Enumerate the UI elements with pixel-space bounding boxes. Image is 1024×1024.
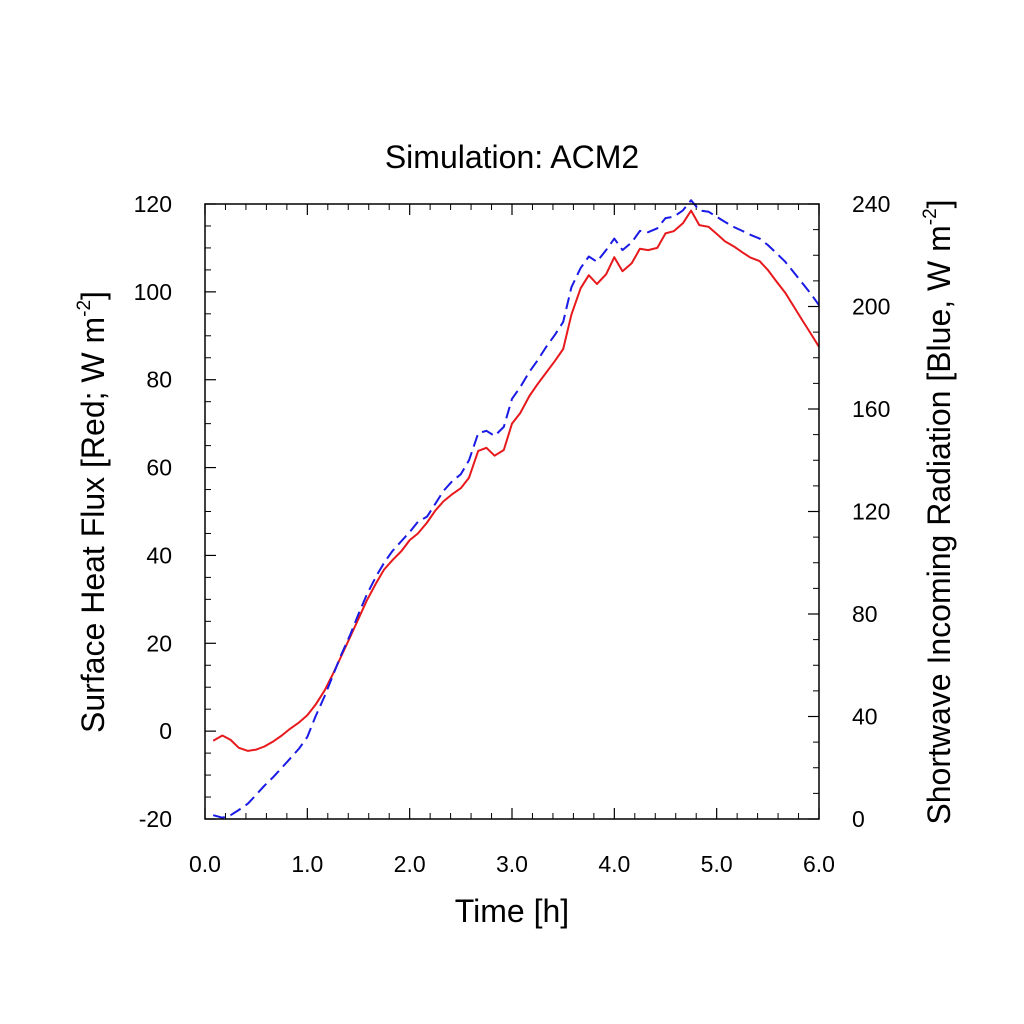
series-line-blue: [212, 199, 820, 819]
x-tick-label: 1.0: [291, 851, 323, 877]
y-axis-left-label-close: ]: [75, 291, 111, 300]
y-right-tick-label: 80: [852, 601, 878, 627]
x-tick-label: 2.0: [394, 851, 426, 877]
tick-labels: 0.0 1.0 2.0 3.0 4.0 5.0 6.0 -20 0 20 40 60 80 100 120 0…: [134, 191, 891, 877]
y-right-tick-label: 0: [852, 806, 865, 832]
y-left-tick-label: 120: [134, 191, 172, 217]
series-layer: [212, 199, 820, 819]
plot-frame: [204, 203, 820, 820]
y-left-tick-label: 0: [159, 718, 172, 744]
y-axis-right-label-text: Shortwave Incoming Radiation [Blue, W m: [921, 225, 957, 824]
y-right-tick-label: 160: [852, 396, 890, 422]
x-tick-label: 3.0: [496, 851, 528, 877]
y-axis-left-label-text: Surface Heat Flux [Red; W m: [75, 317, 111, 733]
x-axis-label: Time [h]: [455, 893, 569, 929]
y-left-tick-label: 20: [146, 630, 172, 656]
y-right-tick-label: 40: [852, 704, 878, 730]
x-tick-label: 5.0: [701, 851, 733, 877]
x-tick-label: 4.0: [598, 851, 630, 877]
y-axis-right-label-sup: -2: [920, 208, 941, 225]
y-right-tick-label: 240: [852, 191, 890, 217]
chart-title: Simulation: ACM2: [385, 139, 639, 175]
y-right-tick-label: 200: [852, 294, 890, 320]
y-left-tick-label: 60: [146, 455, 172, 481]
y-left-tick-label: 40: [146, 542, 172, 568]
series-line-red: [212, 209, 820, 752]
y-axis-right-label-close: ]: [921, 199, 957, 208]
x-tick-label: 0.0: [189, 851, 221, 877]
y-right-tick-label: 120: [852, 499, 890, 525]
y-axis-left-label: Surface Heat Flux [Red; W m-2]: [74, 291, 111, 733]
y-left-tick-label: 80: [146, 367, 172, 393]
y-axis-left-label-sup: -2: [74, 300, 95, 317]
y-axis-right-label: Shortwave Incoming Radiation [Blue, W m-…: [920, 199, 957, 824]
y-left-tick-label: 100: [134, 279, 172, 305]
x-tick-label: 6.0: [803, 851, 835, 877]
y-left-tick-label: -20: [139, 806, 172, 832]
